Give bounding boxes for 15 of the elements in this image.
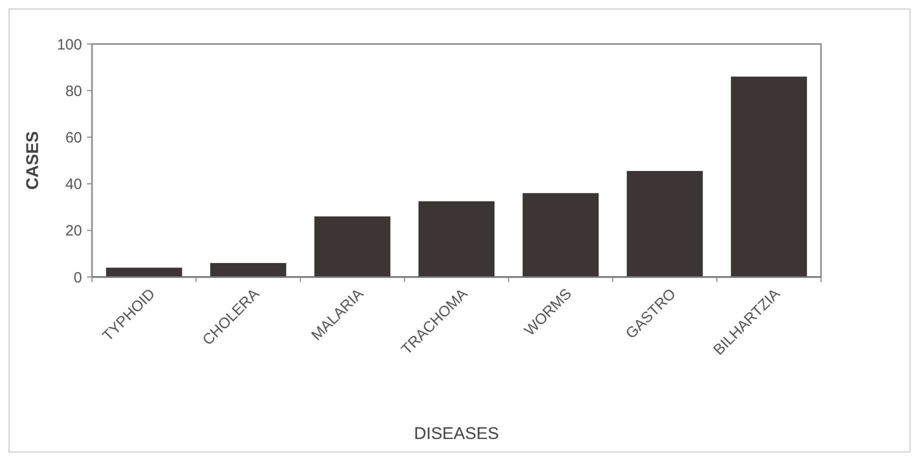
y-tick-label: 80 [65,82,82,100]
bar [314,216,390,277]
y-tick-label: 0 [74,269,82,286]
bar [418,201,495,277]
y-axis-title: CASES [23,131,42,190]
y-tick-label: 100 [56,36,82,54]
bar [106,268,182,277]
x-axis-title: DISEASES [414,424,500,443]
bar [522,193,599,277]
y-tick-label: 20 [65,222,82,240]
bar [210,263,286,277]
bar [730,76,807,277]
y-tick-label: 60 [65,129,82,146]
bar [626,170,703,277]
y-tick-label: 40 [65,176,82,194]
